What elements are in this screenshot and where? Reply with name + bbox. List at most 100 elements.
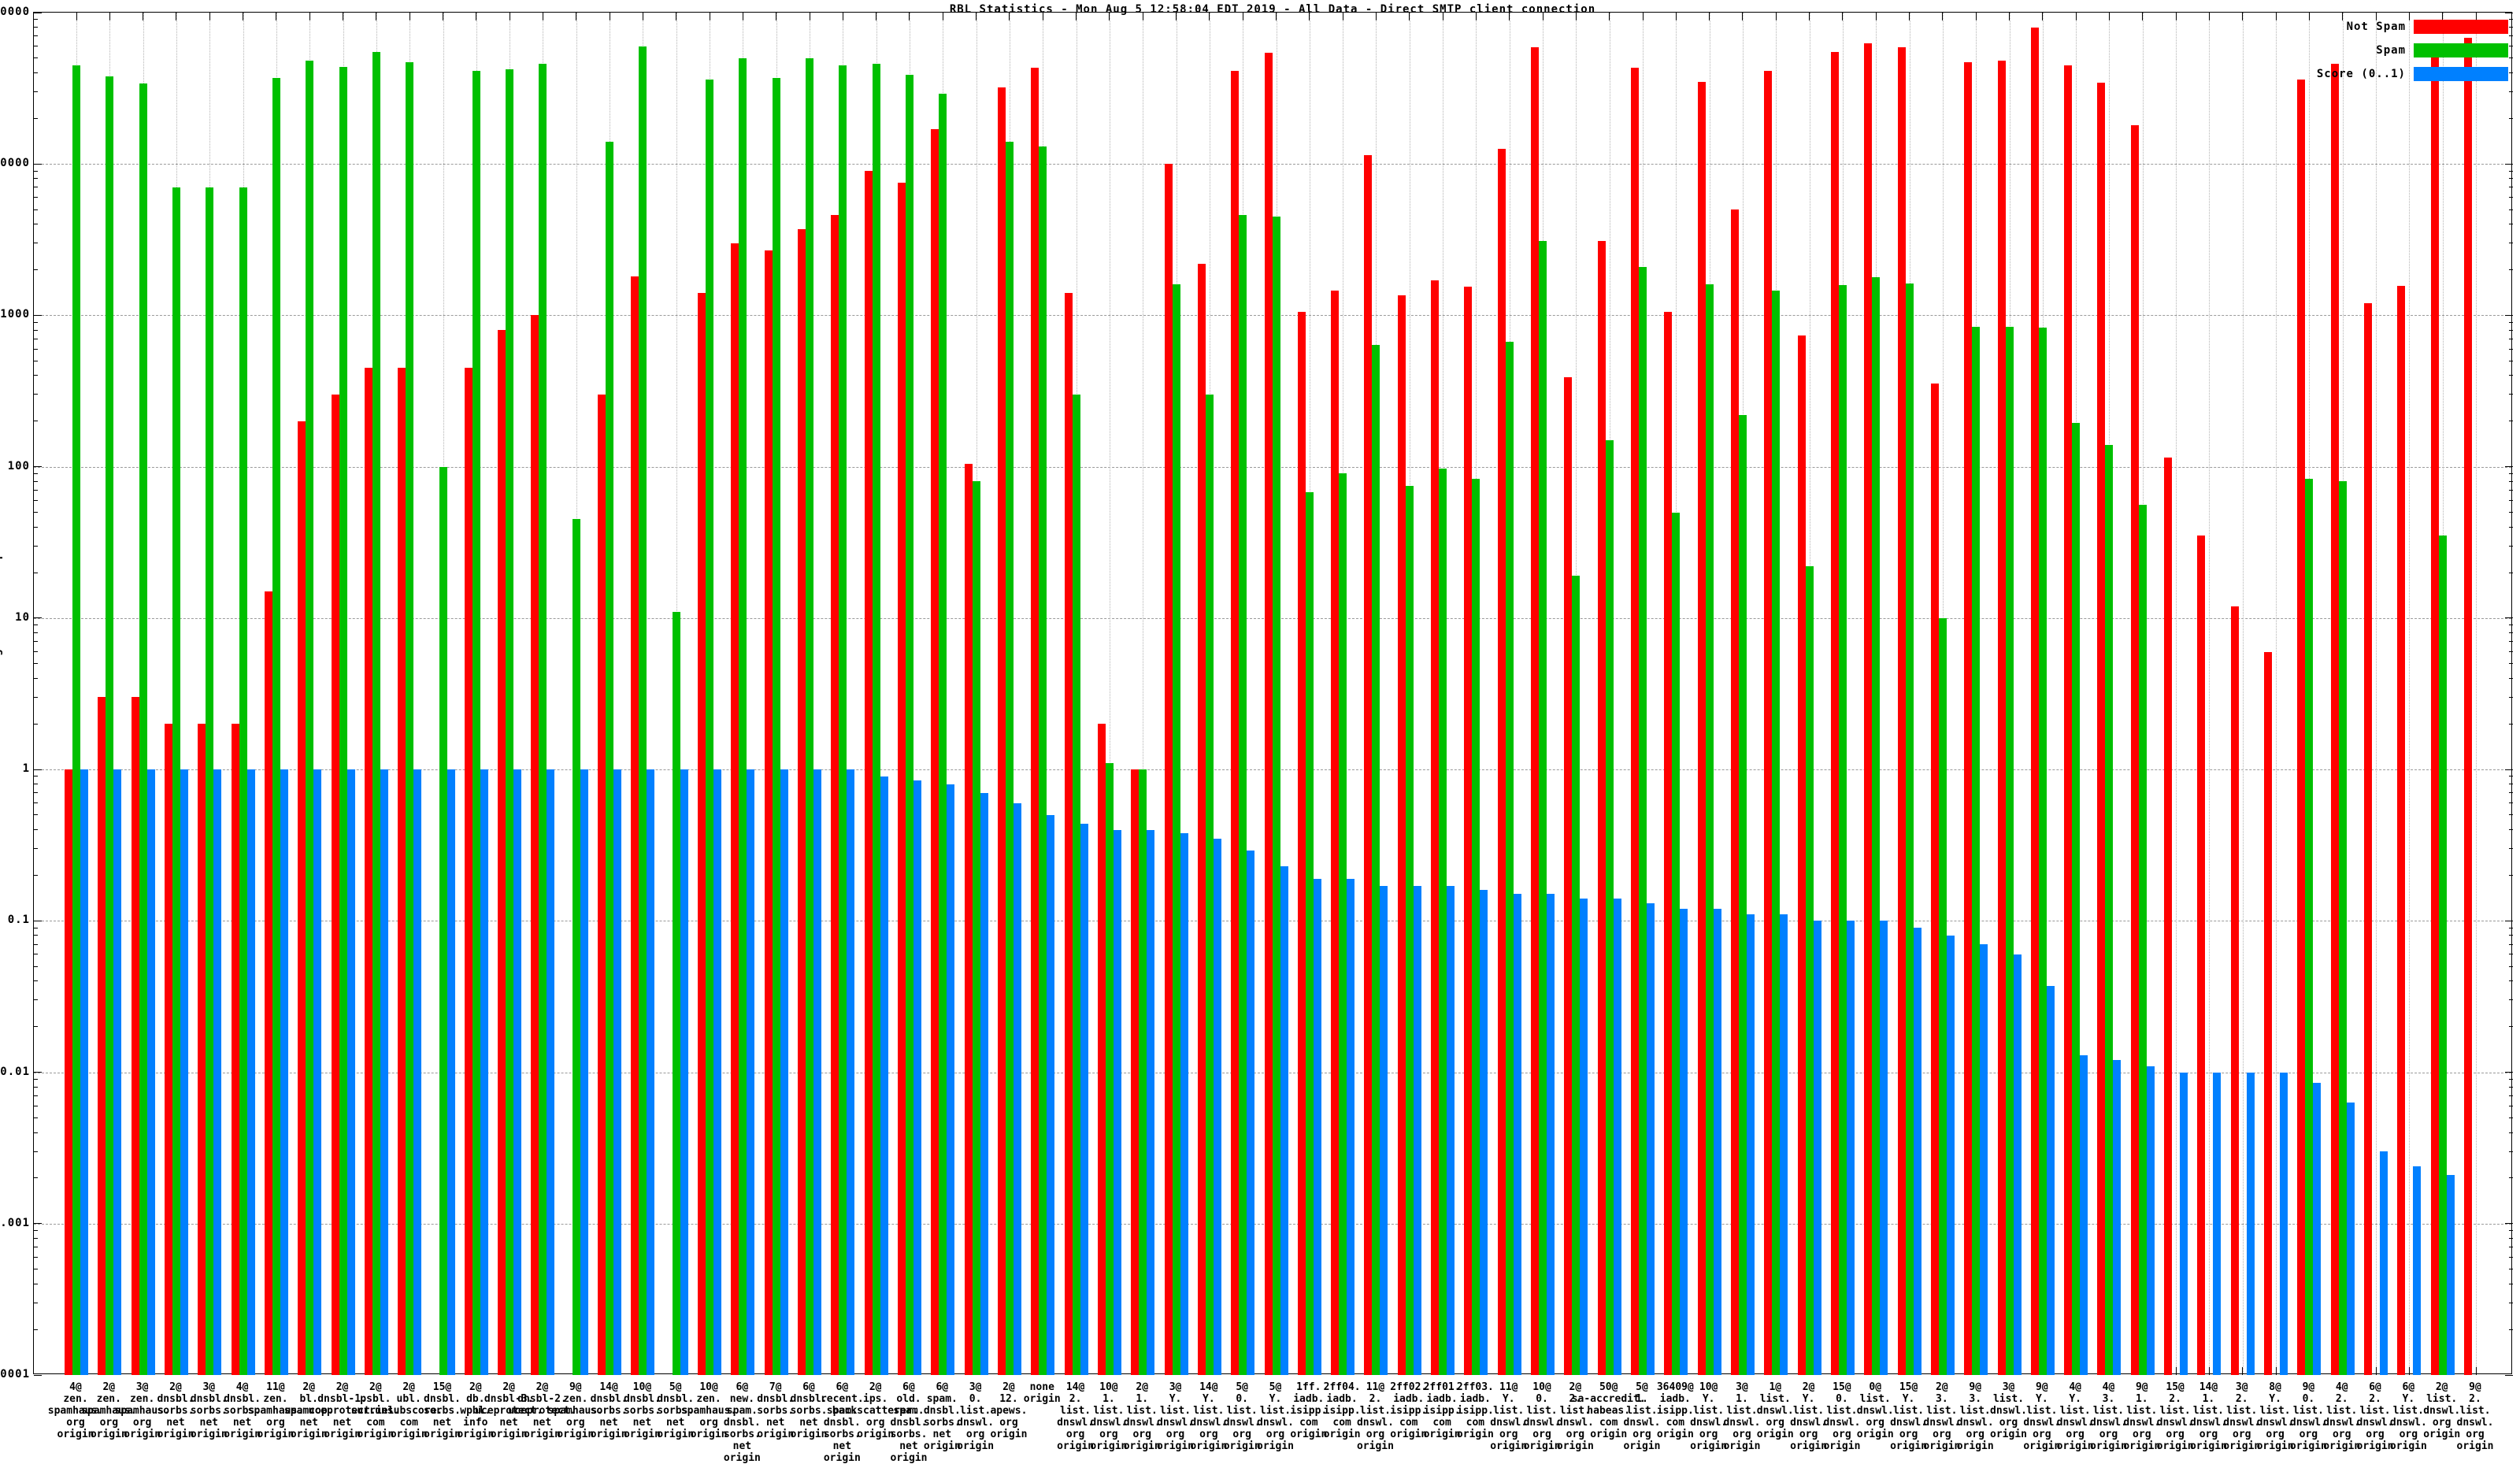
bar-score bbox=[1347, 878, 1355, 1375]
y-minor-tick bbox=[34, 641, 38, 643]
bar-not-spam bbox=[1764, 71, 1773, 1375]
x-category-label: 6@ Y. list. dnswl. org origin bbox=[2389, 1381, 2427, 1452]
y-minor-tick bbox=[34, 1151, 38, 1152]
y-minor-tick bbox=[2509, 999, 2513, 1001]
y-minor-tick bbox=[34, 394, 38, 395]
x-category-label: 2@ dnsbl. sorbs. net origin bbox=[157, 1381, 195, 1440]
y-minor-tick bbox=[34, 1086, 38, 1088]
bar-not-spam bbox=[2197, 536, 2206, 1375]
bar-spam bbox=[606, 142, 614, 1375]
x-category-label: 15@ 0. list. dnswl. org origin bbox=[1823, 1381, 1861, 1452]
bar-spam bbox=[1005, 142, 1014, 1375]
x-category-label: none origin bbox=[1023, 1381, 1061, 1405]
bar-spam bbox=[1505, 341, 1514, 1375]
bar-not-spam bbox=[1097, 724, 1106, 1375]
bar-spam bbox=[1805, 566, 1814, 1375]
x-category-label: 1ff. iadb. isipp. com origin bbox=[1290, 1381, 1328, 1440]
x-category-label: 9@ Y. list. dnswl. org origin bbox=[2023, 1381, 2061, 1452]
bar-score bbox=[1680, 909, 1688, 1375]
y-tick-label: 1000 bbox=[0, 308, 30, 321]
x-top-tick bbox=[1575, 13, 1577, 20]
x-category-label: 6@ old. spam. dnsbl. sorbs. net origin bbox=[890, 1381, 928, 1464]
y-minor-tick bbox=[34, 480, 38, 482]
bar-not-spam bbox=[1797, 335, 1806, 1375]
y-minor-tick bbox=[2509, 19, 2513, 20]
y-minor-tick bbox=[34, 57, 38, 59]
chart-legend: Not Spam Spam Score (0..1) bbox=[2317, 15, 2508, 86]
bar-score bbox=[647, 769, 655, 1375]
x-category-label: 11@ 2. list. dnswl. org origin bbox=[1356, 1381, 1394, 1452]
y-minor-tick bbox=[2509, 117, 2513, 119]
bar-not-spam bbox=[2097, 82, 2106, 1375]
y-minor-tick bbox=[2509, 848, 2513, 850]
y-minor-tick bbox=[2509, 677, 2513, 679]
y-minor-tick bbox=[2509, 209, 2513, 210]
bar-spam bbox=[1938, 617, 1947, 1375]
bar-score bbox=[2213, 1072, 2222, 1375]
y-minor-tick bbox=[2509, 1256, 2513, 1258]
y-minor-tick bbox=[2509, 91, 2513, 92]
bar-score bbox=[346, 769, 355, 1375]
bar-spam bbox=[905, 74, 914, 1375]
x-top-tick bbox=[1276, 13, 1277, 20]
bar-not-spam bbox=[764, 250, 773, 1375]
bar-spam bbox=[1539, 240, 1547, 1375]
y-minor-tick bbox=[34, 632, 38, 634]
x-top-tick bbox=[1742, 13, 1744, 20]
y-minor-tick bbox=[2509, 499, 2513, 501]
bar-score bbox=[80, 769, 88, 1375]
y-minor-tick bbox=[2509, 375, 2513, 376]
x-top-tick bbox=[2075, 13, 2077, 20]
bar-spam bbox=[1205, 394, 1214, 1375]
y-major-tick bbox=[2505, 1072, 2513, 1073]
y-major-tick bbox=[2505, 1223, 2513, 1225]
x-top-tick bbox=[2208, 13, 2210, 20]
y-minor-tick bbox=[2509, 696, 2513, 698]
y-minor-tick bbox=[2509, 1117, 2513, 1118]
bar-score bbox=[1013, 802, 1021, 1375]
bar-not-spam bbox=[598, 394, 606, 1375]
y-minor-tick bbox=[2509, 829, 2513, 831]
x-category-label: 2@ 1. list. dnswl. org origin bbox=[1123, 1381, 1161, 1452]
bar-not-spam bbox=[964, 463, 973, 1375]
bar-score bbox=[1180, 832, 1188, 1375]
y-minor-tick bbox=[2509, 1230, 2513, 1232]
y-minor-tick bbox=[2509, 874, 2513, 876]
bar-score bbox=[747, 769, 755, 1375]
bar-score bbox=[1147, 829, 1155, 1375]
y-tick-label: 100000 bbox=[0, 6, 30, 18]
x-gridline bbox=[2176, 13, 2177, 1373]
x-category-label: 4@ 2. list. dnswl. org origin bbox=[2323, 1381, 2361, 1452]
x-category-label: 3@ 2. list. dnswl. org origin bbox=[2223, 1381, 2261, 1452]
x-top-tick bbox=[2042, 13, 2044, 20]
bar-not-spam bbox=[1597, 240, 1606, 1375]
bar-spam bbox=[706, 80, 714, 1375]
bar-spam bbox=[272, 78, 280, 1375]
bar-spam bbox=[1372, 344, 1380, 1375]
x-gridline bbox=[2242, 13, 2244, 1373]
bar-score bbox=[213, 769, 222, 1375]
y-minor-tick bbox=[34, 91, 38, 92]
bar-score bbox=[847, 769, 855, 1375]
bar-score bbox=[1713, 909, 1721, 1375]
y-minor-tick bbox=[34, 1095, 38, 1096]
x-gridline bbox=[2209, 13, 2211, 1373]
x-category-label: 6@ spam. dnsbl. sorbs. net origin bbox=[923, 1381, 961, 1452]
bar-spam bbox=[772, 78, 780, 1375]
bar-score bbox=[1080, 823, 1088, 1375]
bar-spam bbox=[106, 76, 114, 1375]
y-minor-tick bbox=[2509, 641, 2513, 643]
bar-spam bbox=[2438, 536, 2447, 1375]
x-bottom-tick bbox=[2475, 1367, 2477, 1375]
bar-score bbox=[880, 776, 888, 1375]
y-minor-tick bbox=[2509, 72, 2513, 73]
bar-not-spam bbox=[1297, 312, 1306, 1375]
bar-spam bbox=[1439, 469, 1447, 1375]
bar-not-spam bbox=[2164, 457, 2173, 1375]
x-category-label: 14@ 1. list. dnswl. org origin bbox=[2189, 1381, 2227, 1452]
x-top-tick bbox=[1176, 13, 1177, 20]
y-minor-tick bbox=[2509, 473, 2513, 474]
bar-score bbox=[580, 769, 588, 1375]
bar-spam bbox=[1272, 216, 1280, 1375]
y-minor-tick bbox=[34, 348, 38, 350]
